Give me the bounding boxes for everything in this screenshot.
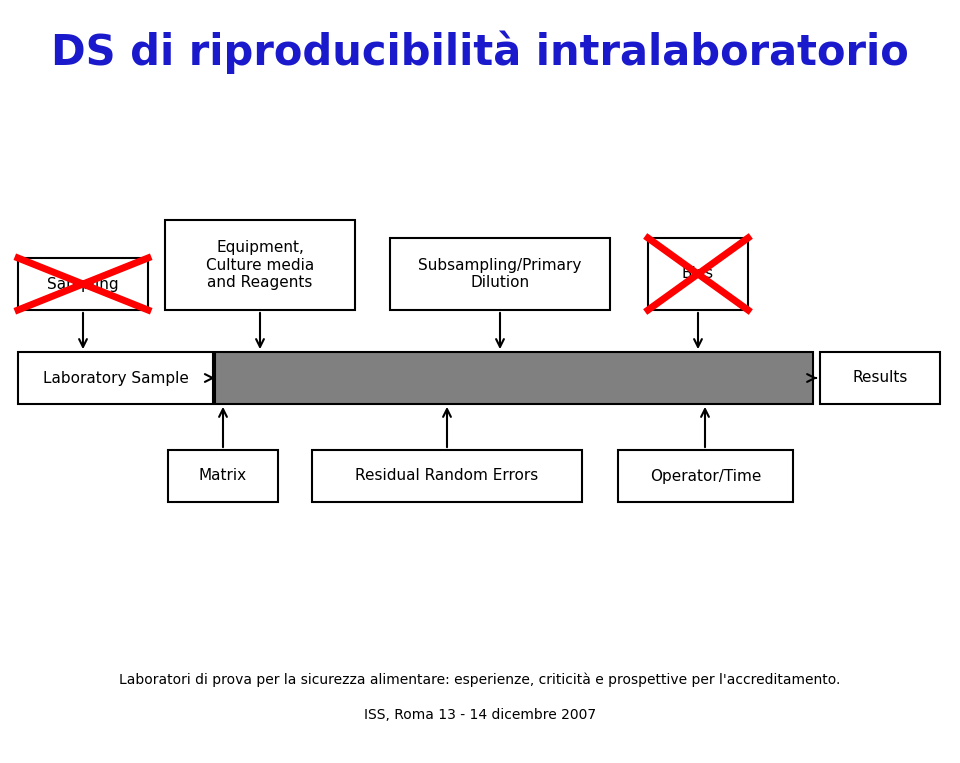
Bar [820, 352, 940, 404]
Bar [215, 352, 813, 404]
Bar [18, 352, 213, 404]
Bar [18, 258, 148, 310]
Bar [618, 450, 793, 502]
Text: Bias: Bias [682, 266, 714, 282]
Text: Results: Results [852, 371, 908, 385]
Text: Laboratory Sample: Laboratory Sample [42, 371, 188, 385]
Text: Laboratori di prova per la sicurezza alimentare: esperienze, criticità e prospet: Laboratori di prova per la sicurezza ali… [119, 673, 841, 687]
Text: Equipment,
Culture media
and Reagents: Equipment, Culture media and Reagents [205, 240, 314, 290]
Text: Residual Random Errors: Residual Random Errors [355, 468, 539, 484]
Text: Sampling: Sampling [47, 276, 119, 291]
Text: Operator/Time: Operator/Time [650, 468, 761, 484]
Bar [390, 238, 610, 310]
Text: DS di riproducibilità intralaboratorio: DS di riproducibilità intralaboratorio [51, 31, 909, 74]
Bar [168, 450, 278, 502]
Bar [165, 220, 355, 310]
Bar [648, 238, 748, 310]
Text: ISS, Roma 13 - 14 dicembre 2007: ISS, Roma 13 - 14 dicembre 2007 [364, 708, 596, 722]
Bar [312, 450, 582, 502]
Text: Subsampling/Primary
Dilution: Subsampling/Primary Dilution [419, 258, 582, 290]
Text: Matrix: Matrix [199, 468, 247, 484]
